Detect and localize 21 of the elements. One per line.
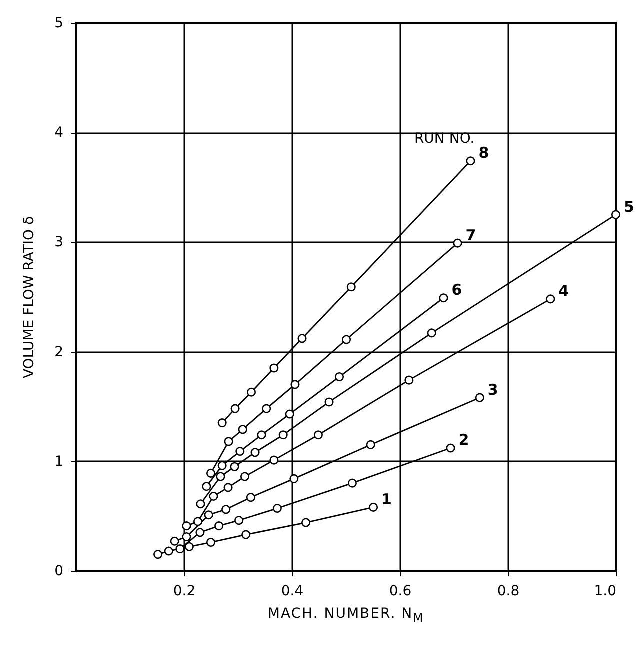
y-tick-label: 1 <box>54 454 64 470</box>
series-label: 3 <box>488 380 498 399</box>
x-tick-label: 0.8 <box>497 584 520 600</box>
y-tick-label: 4 <box>54 125 64 142</box>
series-label: 7 <box>466 226 476 244</box>
y-tick-label: 3 <box>54 234 64 251</box>
series-label: 6 <box>452 281 462 300</box>
x-tick-label: 0.2 <box>173 584 196 600</box>
series-label: 8 <box>478 144 490 162</box>
y-tick-label: 0 <box>54 564 64 580</box>
x-tick-label: 0.4 <box>281 584 304 600</box>
series-label: 1 <box>382 490 392 508</box>
x-tick-label: 1.0 <box>594 584 616 600</box>
x-tick-label: 0.6 <box>389 584 412 600</box>
series-label: 2 <box>458 431 470 450</box>
y-tick-label: 5 <box>54 16 64 32</box>
y-tick-label: 2 <box>54 344 64 360</box>
series-label: 5 <box>624 198 634 216</box>
series-label: 4 <box>558 282 570 300</box>
y-axis-title: VOLUME FLOW RATIO δ <box>22 216 38 379</box>
x-axis-title: MACH. NUMBER. N$_{M}$ <box>266 606 426 625</box>
